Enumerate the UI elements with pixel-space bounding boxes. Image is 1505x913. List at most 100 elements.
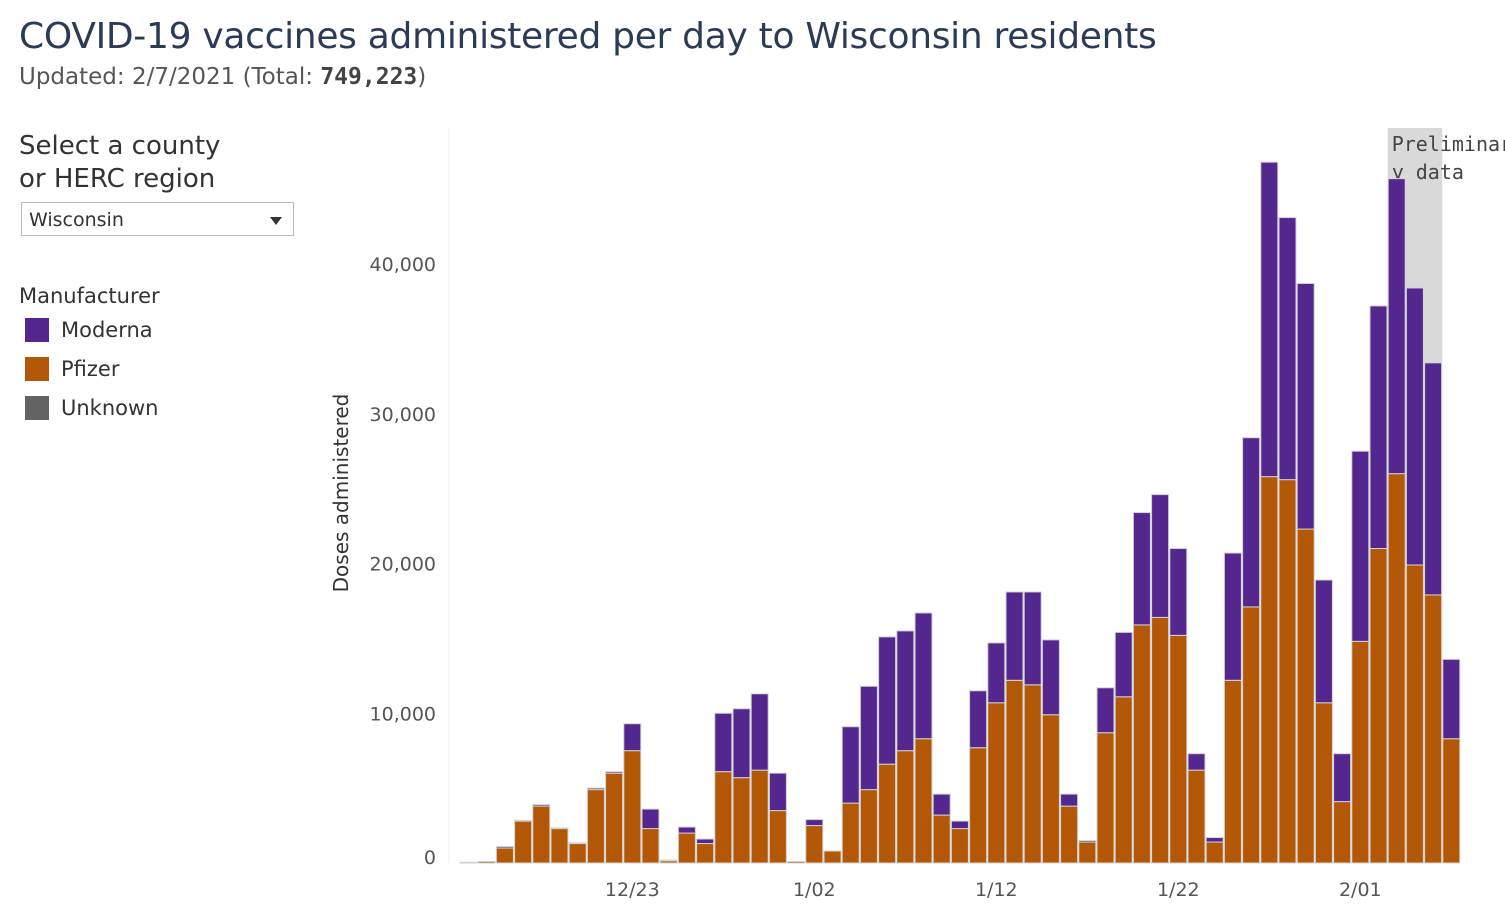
bar-moderna[interactable] — [1387, 178, 1406, 475]
bar-pfizer[interactable] — [641, 828, 660, 864]
bar-pfizer[interactable] — [1296, 528, 1315, 864]
bar-pfizer[interactable] — [1096, 732, 1115, 864]
bar-moderna[interactable] — [1114, 631, 1133, 698]
bar-moderna[interactable] — [987, 642, 1006, 704]
bar-moderna[interactable] — [1369, 305, 1388, 550]
bar-moderna[interactable] — [696, 838, 715, 845]
bar-moderna[interactable] — [677, 826, 696, 834]
bar-moderna[interactable] — [969, 690, 988, 749]
chevron-down-icon[interactable] — [270, 217, 282, 225]
bar-moderna[interactable] — [1005, 591, 1024, 681]
bar-moderna[interactable] — [1296, 282, 1315, 530]
bar-pfizer[interactable] — [1005, 679, 1024, 864]
bar-moderna[interactable] — [1078, 840, 1097, 843]
bar-moderna[interactable] — [805, 819, 824, 827]
bar-moderna[interactable] — [1260, 161, 1279, 478]
bar-pfizer[interactable] — [1369, 548, 1388, 864]
bar-moderna[interactable] — [878, 636, 897, 765]
bar-moderna[interactable] — [1205, 837, 1224, 843]
bar-moderna[interactable] — [859, 685, 878, 791]
bar-pfizer[interactable] — [732, 777, 751, 864]
bar-pfizer[interactable] — [1023, 684, 1042, 864]
bar-pfizer[interactable] — [1205, 841, 1224, 864]
bar-pfizer[interactable] — [568, 843, 587, 864]
bar-moderna[interactable] — [841, 726, 860, 804]
bar-moderna[interactable] — [586, 787, 605, 791]
bar-moderna[interactable] — [1442, 658, 1461, 740]
bar-pfizer[interactable] — [714, 771, 733, 864]
bar-pfizer[interactable] — [605, 772, 624, 864]
bar-pfizer[interactable] — [878, 763, 897, 864]
bar-pfizer[interactable] — [1260, 476, 1279, 864]
bar-moderna[interactable] — [605, 771, 624, 774]
bar-pfizer[interactable] — [477, 861, 496, 864]
bar-pfizer[interactable] — [1169, 634, 1188, 864]
bar-moderna[interactable] — [1187, 753, 1206, 771]
bar-pfizer[interactable] — [550, 828, 569, 864]
bar-pfizer[interactable] — [1405, 564, 1424, 864]
bar-pfizer[interactable] — [1351, 640, 1370, 864]
bar-pfizer[interactable] — [841, 802, 860, 864]
bar-moderna[interactable] — [1351, 450, 1370, 642]
bar-pfizer[interactable] — [805, 825, 824, 864]
bar-moderna[interactable] — [732, 708, 751, 779]
bar-moderna[interactable] — [623, 723, 642, 752]
bar-pfizer[interactable] — [514, 820, 533, 864]
bar-moderna[interactable] — [714, 712, 733, 773]
bar-pfizer[interactable] — [1333, 801, 1352, 864]
region-dropdown[interactable]: Wisconsin — [21, 202, 294, 236]
bar-pfizer[interactable] — [1442, 738, 1461, 864]
bar-pfizer[interactable] — [532, 805, 551, 864]
bar-pfizer[interactable] — [1424, 594, 1443, 864]
bar-moderna[interactable] — [1333, 753, 1352, 803]
bar-pfizer[interactable] — [787, 861, 806, 864]
bar-pfizer[interactable] — [1078, 841, 1097, 864]
bar-pfizer[interactable] — [950, 828, 969, 864]
bar-moderna[interactable] — [1151, 494, 1170, 618]
bar-pfizer[interactable] — [1132, 624, 1151, 864]
bar-pfizer[interactable] — [750, 769, 769, 864]
bar-moderna[interactable] — [1132, 512, 1151, 626]
bar-pfizer[interactable] — [823, 850, 842, 864]
bar-moderna[interactable] — [1278, 217, 1297, 481]
bar-pfizer[interactable] — [1314, 702, 1333, 864]
bar-pfizer[interactable] — [1387, 473, 1406, 864]
bar-pfizer[interactable] — [1278, 479, 1297, 864]
bar-moderna[interactable] — [1023, 591, 1042, 686]
bar-pfizer[interactable] — [1151, 616, 1170, 864]
bar-pfizer[interactable] — [768, 810, 787, 864]
bar-pfizer[interactable] — [696, 843, 715, 864]
bar-moderna[interactable] — [750, 693, 769, 771]
bar-moderna[interactable] — [896, 630, 915, 752]
bar-moderna[interactable] — [495, 846, 514, 849]
bar-pfizer[interactable] — [459, 861, 478, 864]
bar-moderna[interactable] — [514, 819, 533, 822]
bar-pfizer[interactable] — [677, 832, 696, 864]
bar-pfizer[interactable] — [1041, 714, 1060, 864]
bar-pfizer[interactable] — [896, 750, 915, 864]
bar-moderna[interactable] — [950, 820, 969, 830]
bar-moderna[interactable] — [932, 793, 951, 816]
bar-pfizer[interactable] — [914, 738, 933, 864]
bar-moderna[interactable] — [1314, 579, 1333, 704]
bar-moderna[interactable] — [550, 827, 569, 830]
bar-pfizer[interactable] — [623, 750, 642, 864]
bar-pfizer[interactable] — [495, 847, 514, 864]
bar-moderna[interactable] — [1405, 287, 1424, 566]
bar-moderna[interactable] — [1223, 552, 1242, 681]
bar-moderna[interactable] — [1169, 548, 1188, 636]
bar-moderna[interactable] — [532, 804, 551, 807]
bar-pfizer[interactable] — [932, 814, 951, 864]
bar-pfizer[interactable] — [969, 747, 988, 864]
bar-pfizer[interactable] — [987, 702, 1006, 864]
bar-moderna[interactable] — [1096, 687, 1115, 734]
bar-pfizer[interactable] — [586, 789, 605, 864]
bar-pfizer[interactable] — [1223, 679, 1242, 864]
bar-moderna[interactable] — [1041, 639, 1060, 716]
bar-moderna[interactable] — [768, 772, 787, 812]
bar-moderna[interactable] — [641, 808, 660, 830]
bar-moderna[interactable] — [659, 859, 678, 862]
bar-moderna[interactable] — [1424, 362, 1443, 596]
bar-moderna[interactable] — [568, 842, 587, 845]
bar-moderna[interactable] — [1242, 437, 1261, 608]
